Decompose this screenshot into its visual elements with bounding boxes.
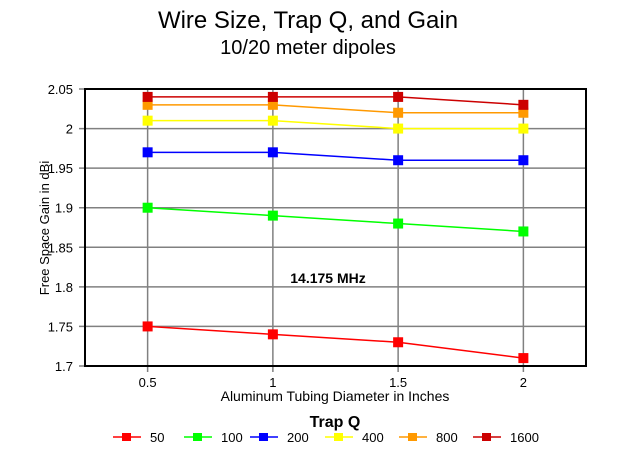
data-point bbox=[518, 226, 529, 237]
y-tick-label: 1.75 bbox=[48, 319, 73, 334]
legend-label: 200 bbox=[287, 430, 309, 445]
data-point bbox=[267, 99, 278, 110]
legend-item-1600: 1600 bbox=[473, 430, 539, 445]
legend-marker bbox=[482, 433, 491, 441]
data-point bbox=[267, 91, 278, 102]
legend-marker bbox=[408, 433, 417, 441]
data-point bbox=[267, 115, 278, 126]
legend-item-200: 200 bbox=[250, 430, 309, 445]
series-line bbox=[147, 96, 524, 106]
series-1600 bbox=[142, 91, 529, 110]
series-line bbox=[147, 119, 524, 130]
legend-label: 400 bbox=[362, 430, 384, 445]
series-100 bbox=[142, 202, 529, 237]
legend-title: Trap Q bbox=[310, 414, 361, 431]
x-axis-label: Aluminum Tubing Diameter in Inches bbox=[221, 388, 450, 404]
legend-marker bbox=[259, 433, 268, 441]
data-point bbox=[142, 202, 153, 213]
series-line bbox=[147, 151, 524, 161]
y-tick-label: 1.7 bbox=[55, 359, 73, 374]
data-point bbox=[142, 115, 153, 126]
series-line bbox=[147, 104, 524, 114]
legend-item-50: 50 bbox=[113, 430, 164, 445]
legend-label: 800 bbox=[436, 430, 458, 445]
y-tick-label: 2.05 bbox=[48, 82, 73, 97]
y-tick-label: 1.8 bbox=[55, 280, 73, 295]
data-point bbox=[393, 218, 404, 229]
legend-label: 1600 bbox=[510, 430, 539, 445]
legend-marker bbox=[122, 433, 131, 441]
legend-label: 50 bbox=[150, 430, 164, 445]
data-point bbox=[518, 155, 529, 166]
legend-label: 100 bbox=[221, 430, 243, 445]
data-point bbox=[267, 329, 278, 340]
x-tick-label: 1 bbox=[269, 375, 276, 390]
legend-item-100: 100 bbox=[184, 430, 243, 445]
data-point bbox=[518, 123, 529, 134]
data-point bbox=[393, 155, 404, 166]
data-point bbox=[393, 337, 404, 348]
data-point bbox=[518, 353, 529, 364]
x-tick-label: 1.5 bbox=[389, 375, 407, 390]
data-point bbox=[393, 107, 404, 118]
x-tick-label: 0.5 bbox=[139, 375, 157, 390]
data-point bbox=[142, 321, 153, 332]
data-point bbox=[393, 123, 404, 134]
data-point bbox=[267, 210, 278, 221]
y-tick-label: 1.85 bbox=[48, 240, 73, 255]
data-point bbox=[142, 91, 153, 102]
series-800 bbox=[142, 99, 529, 118]
series-200 bbox=[142, 147, 529, 166]
y-tick-label: 1.9 bbox=[55, 201, 73, 216]
chart-title: Wire Size, Trap Q, and Gain bbox=[158, 7, 458, 34]
legend: 50 100 200 400 800 1600 bbox=[113, 430, 539, 445]
series-line bbox=[147, 206, 524, 233]
data-point bbox=[518, 99, 529, 110]
series-group bbox=[142, 91, 529, 364]
chart-subtitle: 10/20 meter dipoles bbox=[220, 37, 396, 59]
series-400 bbox=[142, 115, 529, 134]
legend-item-400: 400 bbox=[325, 430, 384, 445]
frequency-annotation: 14.175 MHz bbox=[290, 270, 365, 286]
data-point bbox=[518, 107, 529, 118]
data-point bbox=[142, 147, 153, 158]
y-tick-label: 1.95 bbox=[48, 161, 73, 176]
legend-marker bbox=[334, 433, 343, 441]
axes: 1.7 1.75 1.8 1.85 1.9 1.95 2 2.05 0.5 1 1.5 2 bbox=[48, 82, 587, 390]
y-axis-label: Free Space Gain in dBi bbox=[37, 161, 52, 296]
plot-frame bbox=[84, 88, 587, 367]
series-50 bbox=[142, 321, 529, 364]
series-line bbox=[147, 325, 524, 359]
grid bbox=[79, 88, 586, 372]
legend-item-800: 800 bbox=[399, 430, 458, 445]
legend-marker bbox=[193, 433, 202, 441]
data-point bbox=[267, 147, 278, 158]
x-tick-label: 2 bbox=[520, 375, 527, 390]
data-point bbox=[393, 91, 404, 102]
y-tick-label: 2 bbox=[66, 122, 73, 137]
data-point bbox=[142, 99, 153, 110]
